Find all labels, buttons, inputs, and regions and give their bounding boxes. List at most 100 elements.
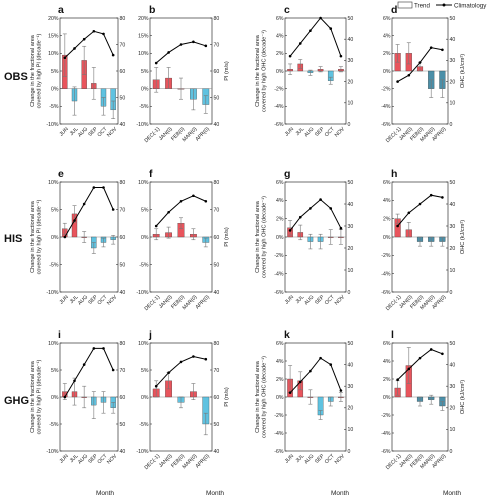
panel-letter-g: g (284, 168, 290, 180)
x-tick-label-a-5: NOV (106, 126, 119, 139)
x-tick-label-g-2: AUG (303, 294, 315, 306)
y-tick-label-d-0: -6% (381, 122, 391, 128)
climatology-point-d-0 (396, 80, 399, 83)
y-tick-label-c-3: 0% (276, 69, 284, 75)
y-tick-label-a-4: 10% (48, 51, 59, 57)
y2-tick-label-e-3: 70 (120, 207, 126, 213)
y2-tick-label-l-5: 50 (450, 341, 456, 347)
panel-l: l -6% -4% -2% 0% 2% 4% 6% 0 10 20 30 40 50 OHC (kJ/cm²… (381, 329, 466, 471)
y-tick-label-j-4: 10% (138, 341, 149, 347)
climatology-point-j-0 (154, 384, 158, 388)
y2-tick-label-a-0: 40 (120, 122, 126, 128)
climatology-point-b-4 (204, 44, 208, 48)
x-tick-label-i-0: JUN (58, 453, 70, 465)
y2-tick-label-j-2: 60 (214, 395, 220, 401)
y-tick-label-f-4: 10% (138, 180, 149, 186)
y-tick-label-k-5: 4% (276, 359, 284, 365)
y2-tick-label-a-4: 80 (120, 16, 126, 22)
y2-tick-label-a-1: 50 (120, 95, 126, 101)
row-label-his: HIS (4, 233, 22, 245)
y2-tick-label-b-3: 70 (214, 42, 220, 48)
y-tick-label-e-1: -5% (49, 262, 59, 268)
climatology-line-e (64, 187, 114, 238)
y2-axis-label-d: OHC (kJ/cm²) (460, 54, 466, 88)
y-tick-label-k-3: 0% (276, 395, 284, 401)
climatology-point-f-3 (192, 194, 195, 198)
x-tick-label-k-2: AUG (303, 453, 315, 465)
y2-tick-label-k-2: 20 (348, 406, 354, 412)
y-axis-label-a-0: Change in the fractional area (30, 34, 36, 107)
y2-tick-label-d-5: 50 (450, 16, 456, 22)
x-tick-label-g-4: OCT (324, 294, 337, 307)
panel-letter-h: h (391, 168, 397, 180)
x-tick-label-k-3: SEP (314, 453, 326, 465)
y2-tick-label-h-0: 0 (450, 290, 453, 296)
y-tick-label-c-6: 6% (276, 16, 284, 22)
y-axis-label-k-1: covered by high OHC (decade⁻¹) (262, 356, 268, 438)
y-tick-label-c-2: -2% (274, 86, 284, 92)
y-tick-label-l-5: 4% (383, 359, 391, 365)
panel-letter-d: d (391, 4, 397, 16)
y-tick-label-i-4: 10% (48, 341, 59, 347)
climatology-point-i-3 (92, 347, 96, 350)
y-axis-label-i-0: Change in the fractional area (30, 360, 36, 433)
x-tick-label-g-3: SEP (314, 294, 326, 306)
y-tick-label-l-4: 2% (383, 377, 391, 383)
panel-letter-k: k (284, 329, 290, 341)
plot-frame-b (149, 17, 213, 125)
climatology-point-j-2 (179, 360, 183, 364)
panel-letter-e: e (58, 168, 64, 180)
y2-tick-label-i-0: 40 (120, 449, 126, 455)
y-tick-label-l-2: -2% (381, 413, 391, 419)
climatology-point-k-3 (319, 356, 322, 360)
y-tick-label-h-5: 4% (383, 198, 391, 204)
y-axis-label-c-1: covered by high OHC (decade⁻¹) (262, 30, 268, 112)
panel-b: b -10% -5% 0% 5% 10% 15% 20% 40 50 60 70 80 PI (m/s) D… (136, 4, 230, 144)
y2-tick-label-e-2: 60 (120, 235, 126, 241)
y2-tick-label-g-4: 40 (348, 202, 354, 208)
y-tick-label-d-6: 6% (383, 16, 391, 22)
climatology-point-e-5 (111, 208, 115, 211)
y-tick-label-l-0: -6% (381, 449, 391, 455)
y2-tick-label-e-4: 80 (120, 180, 126, 186)
y-tick-label-g-2: -2% (274, 253, 284, 259)
climatology-point-k-1 (298, 380, 302, 384)
y-axis-label-c-0: Change in the fractional area (255, 34, 261, 107)
y2-tick-label-k-0: 0 (348, 449, 351, 455)
y-tick-label-l-1: -4% (381, 431, 391, 437)
climatology-point-l-4 (441, 352, 444, 356)
y-tick-label-l-3: 0% (383, 395, 391, 401)
climatology-point-a-2 (82, 37, 86, 41)
climatology-point-d-3 (429, 46, 433, 49)
panel-a: a -10% -5% 0% 5% 10% 15% 20% 40 50 60 70 80 Change in… (30, 4, 125, 138)
climatology-point-k-0 (288, 391, 292, 394)
y-tick-label-k-4: 2% (276, 377, 284, 383)
x-tick-label-k-4: OCT (324, 453, 337, 466)
climatology-line-c (289, 17, 342, 57)
panel-letter-c: c (284, 4, 290, 16)
climatology-point-c-1 (298, 42, 302, 45)
climatology-point-f-0 (154, 224, 158, 228)
y2-tick-label-g-5: 50 (348, 180, 354, 186)
y2-tick-label-h-4: 40 (450, 202, 456, 208)
climatology-point-d-2 (418, 61, 422, 64)
y-tick-label-a-2: 0% (51, 86, 59, 92)
x-axis-label-col-4: Month (443, 490, 461, 497)
y2-axis-label-b: PI (m/s) (224, 61, 230, 81)
y-tick-label-h-3: 0% (383, 235, 391, 241)
x-tick-label-e-5: NOV (106, 294, 119, 307)
panel-letter-j: j (148, 329, 152, 341)
climatology-point-b-3 (192, 40, 195, 44)
x-tick-label-a-0: JUN (58, 126, 70, 138)
y2-tick-label-b-4: 80 (214, 16, 220, 22)
legend: Trend Climatology (397, 1, 487, 10)
x-tick-label-c-0: JUN (284, 126, 296, 138)
x-tick-label-a-3: SEP (87, 126, 99, 138)
climatology-point-l-3 (429, 348, 433, 351)
y-tick-label-k-2: -2% (274, 413, 284, 419)
y2-tick-label-b-1: 50 (214, 95, 220, 101)
y-tick-label-d-4: 2% (383, 51, 391, 57)
climatology-point-b-1 (167, 51, 170, 54)
y2-tick-label-i-3: 70 (120, 368, 126, 374)
y2-tick-label-c-3: 30 (348, 58, 354, 64)
